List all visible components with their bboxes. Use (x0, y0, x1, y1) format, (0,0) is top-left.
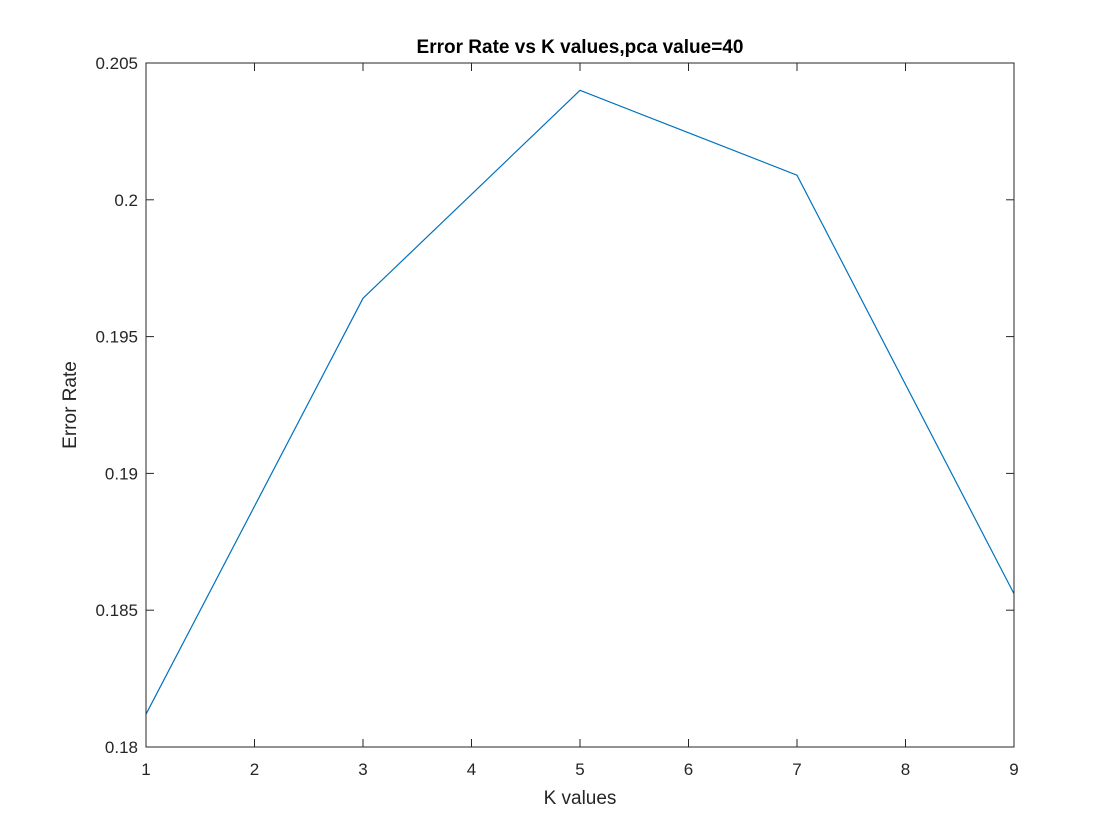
y-tick-label: 0.18 (105, 738, 138, 757)
y-axis-label: Error Rate (60, 361, 81, 449)
x-tick-label: 4 (467, 760, 476, 779)
plot-area (146, 63, 1014, 747)
y-tick-label: 0.185 (95, 601, 138, 620)
y-tick-label: 0.195 (95, 328, 138, 347)
x-tick-label: 1 (141, 760, 150, 779)
tick-labels: 1 2 3 4 5 6 7 8 9 0.18 0.185 0.19 0.195 0.2 0.205 (95, 54, 1018, 779)
y-tick-label: 0.205 (95, 54, 138, 73)
series (145, 89, 1015, 715)
x-tick-label: 8 (901, 760, 910, 779)
series-line (145, 89, 1015, 715)
x-tick-label: 9 (1009, 760, 1018, 779)
x-axis-label: K values (544, 788, 617, 809)
y-tick-label: 0.2 (114, 191, 138, 210)
chart-title: Error Rate vs K values,pca value=40 (417, 37, 744, 58)
x-tick-label: 5 (575, 760, 584, 779)
plot-frame (145, 62, 1015, 748)
x-tick-label: 7 (792, 760, 801, 779)
x-tick-label: 2 (250, 760, 259, 779)
x-tick-label: 3 (358, 760, 367, 779)
y-tick-label: 0.19 (105, 464, 138, 483)
x-tick-label: 6 (684, 760, 693, 779)
